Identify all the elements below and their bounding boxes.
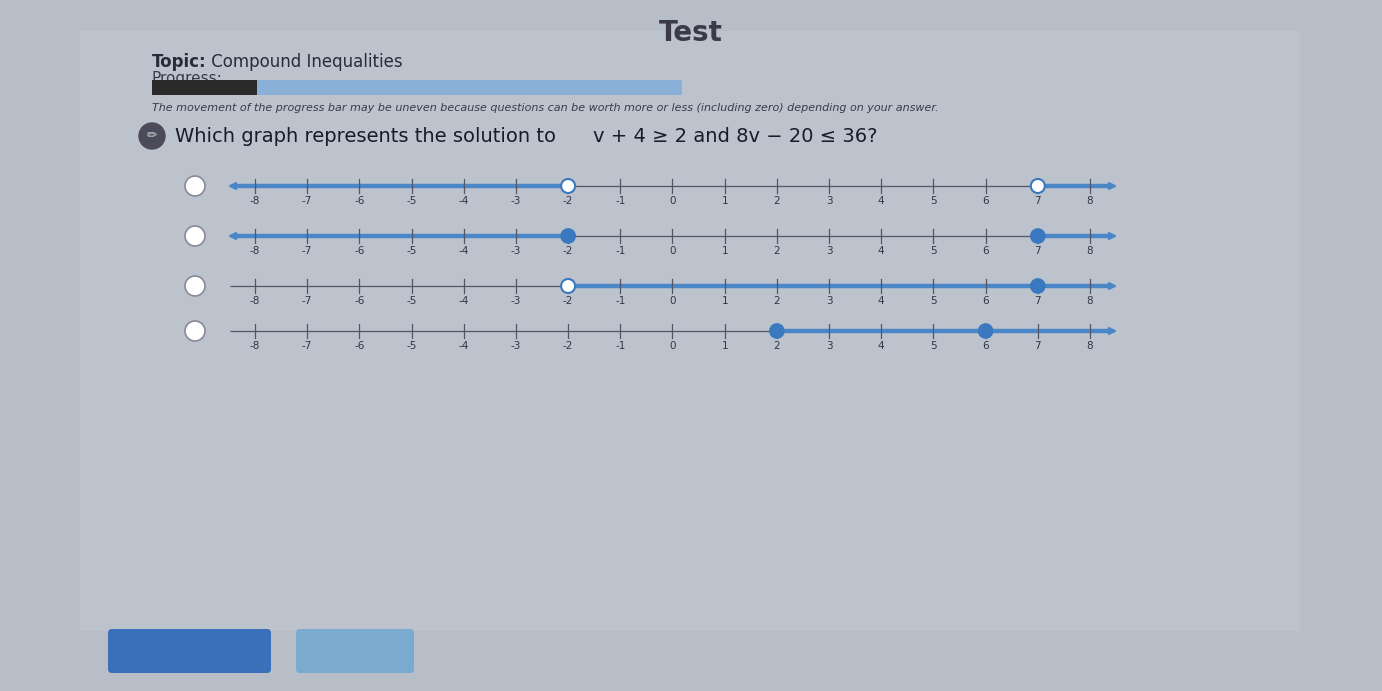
- Text: 1: 1: [721, 341, 728, 351]
- Text: ✏: ✏: [146, 129, 158, 142]
- Text: 1: 1: [721, 246, 728, 256]
- Text: -2: -2: [562, 341, 574, 351]
- Text: -2: -2: [562, 246, 574, 256]
- Circle shape: [1031, 179, 1045, 193]
- Text: 2: 2: [774, 296, 781, 306]
- Text: -5: -5: [406, 296, 417, 306]
- Text: Pass: Pass: [333, 642, 376, 660]
- Circle shape: [1031, 279, 1045, 293]
- Text: -7: -7: [303, 246, 312, 256]
- Text: 6: 6: [983, 296, 990, 306]
- Text: 2: 2: [774, 246, 781, 256]
- Circle shape: [185, 321, 205, 341]
- Text: 0: 0: [669, 246, 676, 256]
- Text: 3: 3: [826, 246, 832, 256]
- Text: -2: -2: [562, 196, 574, 206]
- Text: 1: 1: [721, 196, 728, 206]
- Text: 4: 4: [878, 196, 884, 206]
- Text: 6: 6: [983, 196, 990, 206]
- Text: The movement of the progress bar may be uneven because questions can be worth mo: The movement of the progress bar may be …: [152, 103, 938, 113]
- Text: 4: 4: [878, 246, 884, 256]
- Text: 2: 2: [774, 341, 781, 351]
- Circle shape: [185, 176, 205, 196]
- Circle shape: [561, 179, 575, 193]
- Circle shape: [185, 226, 205, 246]
- Text: 5: 5: [930, 341, 937, 351]
- Text: Topic:: Topic:: [152, 53, 207, 71]
- Text: 2: 2: [774, 196, 781, 206]
- Circle shape: [561, 279, 575, 293]
- Text: -3: -3: [511, 296, 521, 306]
- Text: -2: -2: [562, 296, 574, 306]
- Circle shape: [185, 276, 205, 296]
- Text: -1: -1: [615, 196, 626, 206]
- Text: 0: 0: [669, 196, 676, 206]
- Circle shape: [140, 123, 164, 149]
- Text: -8: -8: [250, 341, 260, 351]
- Text: Progress:: Progress:: [152, 71, 223, 86]
- Circle shape: [978, 324, 992, 338]
- Text: Test: Test: [659, 19, 723, 47]
- Text: -5: -5: [406, 196, 417, 206]
- Text: -8: -8: [250, 296, 260, 306]
- Text: -8: -8: [250, 196, 260, 206]
- Text: 7: 7: [1035, 196, 1041, 206]
- Bar: [152, 80, 257, 95]
- Text: Compound Inequalities: Compound Inequalities: [206, 53, 402, 71]
- Bar: [80, 31, 1300, 631]
- Text: -6: -6: [354, 341, 365, 351]
- FancyBboxPatch shape: [108, 629, 271, 673]
- Text: 4: 4: [878, 341, 884, 351]
- Text: -5: -5: [406, 246, 417, 256]
- Text: 8: 8: [1086, 196, 1093, 206]
- Text: -1: -1: [615, 296, 626, 306]
- Circle shape: [1031, 229, 1045, 243]
- Text: 8: 8: [1086, 341, 1093, 351]
- Text: -4: -4: [459, 246, 468, 256]
- Text: 0: 0: [669, 341, 676, 351]
- Text: -8: -8: [250, 246, 260, 256]
- Text: -7: -7: [303, 296, 312, 306]
- Text: -4: -4: [459, 196, 468, 206]
- Text: 5: 5: [930, 296, 937, 306]
- Text: 7: 7: [1035, 341, 1041, 351]
- Text: 4: 4: [878, 296, 884, 306]
- Text: v + 4 ≥ 2 and 8v − 20 ≤ 36?: v + 4 ≥ 2 and 8v − 20 ≤ 36?: [593, 126, 878, 146]
- Text: -1: -1: [615, 341, 626, 351]
- Bar: [152, 80, 681, 95]
- Circle shape: [770, 324, 784, 338]
- Text: 6: 6: [983, 246, 990, 256]
- Text: Which graph represents the solution to: Which graph represents the solution to: [176, 126, 562, 146]
- Text: -6: -6: [354, 196, 365, 206]
- Text: -6: -6: [354, 296, 365, 306]
- Text: -5: -5: [406, 341, 417, 351]
- Circle shape: [561, 229, 575, 243]
- Text: 6: 6: [983, 341, 990, 351]
- Text: -3: -3: [511, 246, 521, 256]
- Text: 5: 5: [930, 246, 937, 256]
- Text: -3: -3: [511, 341, 521, 351]
- Text: 7: 7: [1035, 296, 1041, 306]
- Text: 3: 3: [826, 196, 832, 206]
- Text: -4: -4: [459, 341, 468, 351]
- Text: -3: -3: [511, 196, 521, 206]
- Text: Submit: Submit: [156, 642, 223, 660]
- Text: 0: 0: [669, 296, 676, 306]
- Text: 3: 3: [826, 341, 832, 351]
- Text: 7: 7: [1035, 246, 1041, 256]
- Text: 8: 8: [1086, 296, 1093, 306]
- Text: 8: 8: [1086, 246, 1093, 256]
- Text: 5: 5: [930, 196, 937, 206]
- Text: -7: -7: [303, 341, 312, 351]
- Text: -6: -6: [354, 246, 365, 256]
- FancyBboxPatch shape: [296, 629, 415, 673]
- Text: -7: -7: [303, 196, 312, 206]
- Text: -4: -4: [459, 296, 468, 306]
- Text: -1: -1: [615, 246, 626, 256]
- Text: 1: 1: [721, 296, 728, 306]
- Text: 3: 3: [826, 296, 832, 306]
